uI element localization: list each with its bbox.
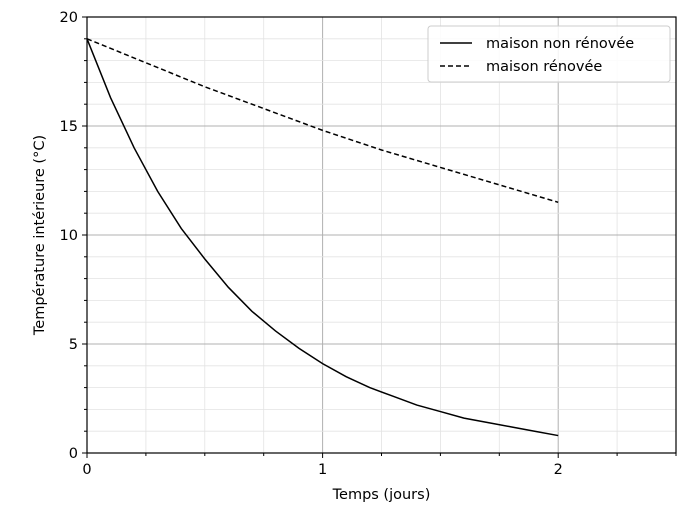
legend-label: maison rénovée (486, 59, 602, 75)
x-tick-label: 0 (82, 462, 91, 478)
series-lines (86, 38, 559, 437)
legend-box (427, 25, 671, 83)
x-tick-label: 2 (554, 462, 563, 478)
y-tick-label: 20 (60, 10, 78, 26)
x-axis-label: Temps (jours) (332, 487, 431, 503)
x-tick-label: 1 (318, 462, 327, 478)
legend-label: maison non rénovée (486, 36, 634, 52)
series-line-solid (86, 38, 559, 437)
y-tick-label: 0 (69, 446, 78, 462)
y-tick-label: 5 (69, 337, 78, 353)
y-tick-label: 15 (60, 119, 78, 135)
y-tick-label: 10 (60, 228, 78, 244)
legend: maison non rénovée maison rénovée (427, 25, 671, 83)
series-line-dashed (86, 38, 559, 204)
y-axis-label: Température intérieure (°C) (32, 135, 48, 336)
